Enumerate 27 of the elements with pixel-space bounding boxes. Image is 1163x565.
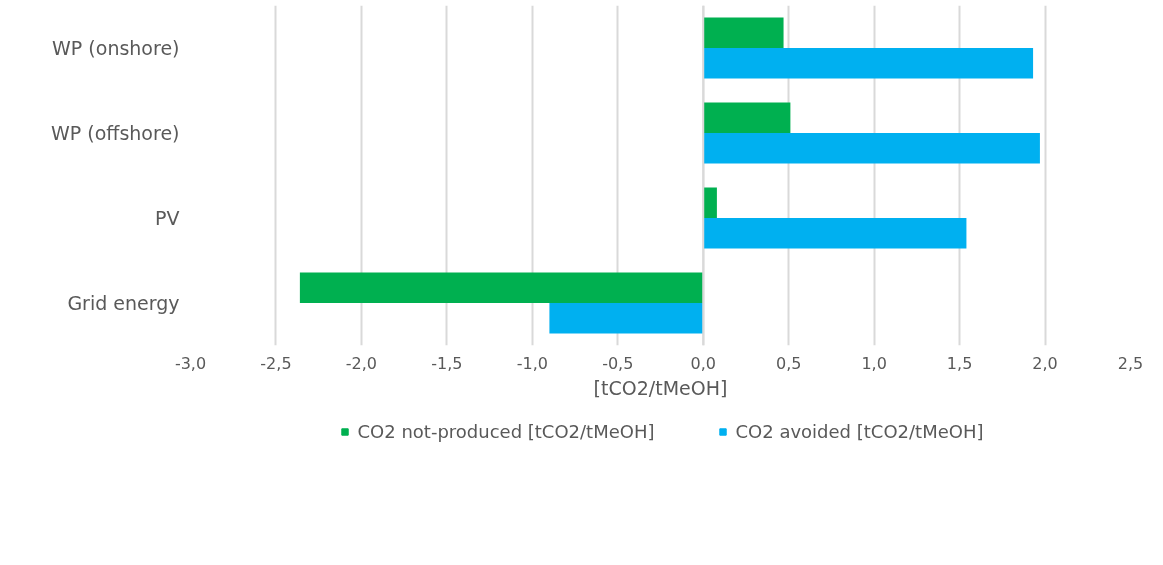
bar <box>703 48 1034 79</box>
y-tick-label: Grid energy <box>67 292 180 314</box>
bar <box>703 102 791 133</box>
x-tick-label: 2,0 <box>1032 353 1058 373</box>
x-tick-label: 1,5 <box>946 353 973 373</box>
bar <box>703 17 784 48</box>
y-tick-label: WP (onshore) <box>52 37 180 59</box>
y-tick-label: PV <box>155 207 180 229</box>
x-tick-label: -1,5 <box>431 353 463 373</box>
x-tick-label: 0,5 <box>775 353 802 373</box>
bar <box>703 133 1040 164</box>
x-tick-label: -2,0 <box>345 353 378 373</box>
x-tick-label: 2,5 <box>1117 353 1144 373</box>
x-tick-label: 1,0 <box>861 353 887 373</box>
x-tick-label: -2,5 <box>260 353 292 373</box>
legend-label: CO2 not-produced [tCO2/tMeOH] <box>357 420 655 442</box>
bar <box>549 303 704 334</box>
bar <box>299 272 704 303</box>
x-tick-label: -3,0 <box>174 353 207 373</box>
bar <box>703 187 717 218</box>
x-tick-label: -1,0 <box>516 353 548 373</box>
x-tick-label: 0,0 <box>690 353 716 373</box>
bar <box>703 218 967 249</box>
x-tick-label: -0,5 <box>602 353 634 373</box>
legend-label: CO2 avoided [tCO2/tMeOH] <box>735 420 984 442</box>
x-axis-title: [tCO2/tMeOH] <box>593 376 728 399</box>
y-tick-label: WP (offshore) <box>51 122 180 144</box>
